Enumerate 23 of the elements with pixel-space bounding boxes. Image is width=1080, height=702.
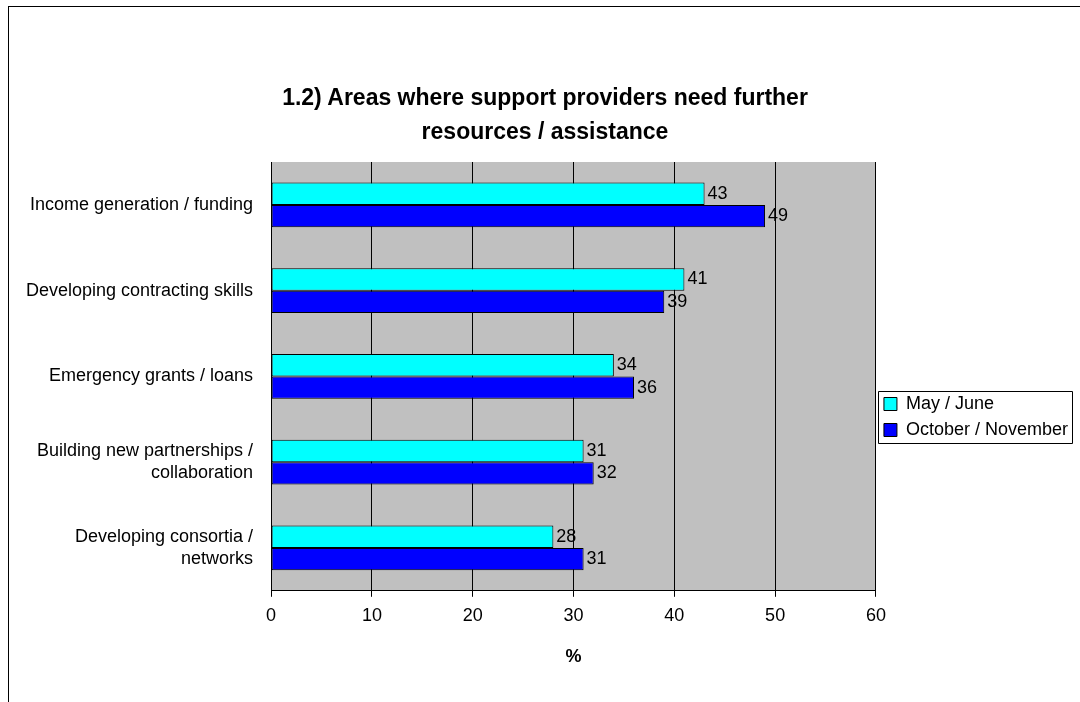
- data-label: 34: [616, 354, 637, 375]
- x-axis-title: %: [565, 646, 582, 667]
- x-tick-label: 60: [865, 604, 886, 625]
- y-tick-label: Developing contracting skills: [26, 279, 254, 300]
- y-tick-label: Income generation / funding: [29, 193, 254, 214]
- data-label: 41: [687, 268, 708, 289]
- data-label: 31: [586, 439, 607, 460]
- legend-label: October / November: [905, 418, 1069, 439]
- y-tick-label: Developing consortia / networks: [75, 526, 254, 568]
- y-tick-label: Building new partnerships / collaboration: [36, 440, 254, 482]
- data-label: 36: [637, 376, 658, 397]
- x-tick-label: 10: [361, 604, 382, 625]
- data-label: 32: [596, 462, 617, 483]
- x-tick-label: 20: [462, 604, 483, 625]
- x-tick-label: 50: [765, 604, 786, 625]
- x-tick-label: 40: [664, 604, 685, 625]
- chart-title: 1.2) Areas where support providers need further resources / assistance: [281, 83, 809, 146]
- x-tick-label: 0: [266, 604, 277, 625]
- x-tick-label: 30: [563, 604, 584, 625]
- data-label: 31: [586, 548, 607, 569]
- y-tick-label: Emergency grants / loans: [49, 365, 254, 386]
- legend-label: May / June: [905, 392, 994, 413]
- data-label: 43: [707, 182, 728, 203]
